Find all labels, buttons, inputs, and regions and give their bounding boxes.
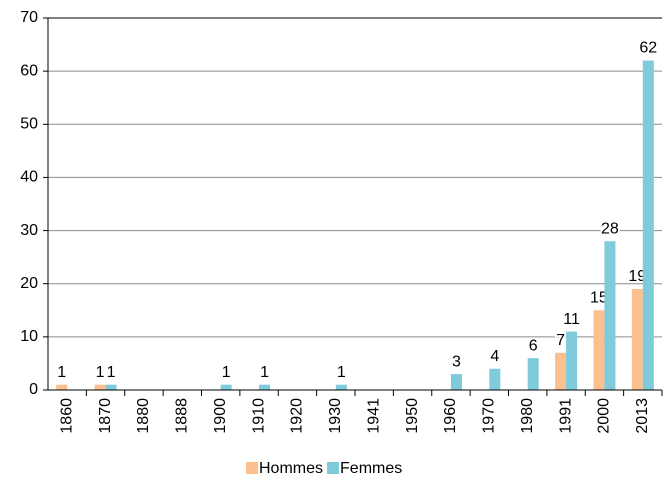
x-tick-label: 1860: [58, 398, 75, 434]
bar: [56, 384, 68, 390]
y-tick-label: 0: [29, 381, 38, 398]
legend-swatch: [246, 462, 258, 474]
data-label: 7: [556, 332, 565, 349]
y-tick-label: 70: [20, 9, 38, 26]
data-label: 1: [107, 364, 116, 381]
bar: [593, 310, 605, 390]
x-tick-label: 1960: [442, 398, 459, 434]
data-label: 11: [563, 311, 580, 328]
bar: [94, 384, 106, 390]
x-tick-label: 1991: [557, 398, 574, 434]
legend-label: Hommes: [259, 460, 323, 477]
bar: [220, 384, 232, 390]
x-tick-label: 1950: [404, 398, 421, 434]
bar: [105, 384, 117, 390]
data-label: 1: [337, 364, 346, 381]
bar: [259, 384, 271, 390]
bar: [489, 368, 501, 390]
data-label: 1: [222, 364, 231, 381]
y-tick-label: 30: [20, 222, 38, 239]
y-tick-label: 50: [20, 116, 38, 133]
x-tick-label: 2000: [596, 398, 613, 434]
x-tick-label: 1980: [519, 398, 536, 434]
y-tick-label: 20: [20, 275, 38, 292]
x-tick-label: 1920: [289, 398, 306, 434]
data-label: 4: [490, 348, 499, 365]
y-tick-label: 10: [20, 328, 38, 345]
x-tick-label: 1930: [327, 398, 344, 434]
bar: [450, 374, 462, 390]
x-tick-label: 1900: [212, 398, 229, 434]
bar: [604, 241, 616, 390]
data-label: 1: [260, 364, 269, 381]
x-tick-label: 1941: [365, 398, 382, 434]
data-label: 3: [452, 353, 461, 370]
y-tick-label: 60: [20, 62, 38, 79]
legend-swatch: [327, 462, 340, 474]
data-label: 6: [529, 337, 538, 354]
x-tick-label: 1880: [135, 398, 152, 434]
x-tick-label: 1970: [481, 398, 498, 434]
x-tick-label: 1888: [174, 398, 191, 434]
data-label: 1: [96, 364, 105, 381]
legend-label: Femmes: [340, 460, 402, 477]
y-tick-label: 40: [20, 169, 38, 186]
bar: [566, 331, 578, 390]
bar: [527, 358, 539, 390]
x-tick-label: 1910: [250, 398, 267, 434]
data-label: 1: [57, 364, 66, 381]
bar: [642, 60, 654, 391]
bar: [631, 289, 643, 390]
data-label: 62: [639, 40, 657, 57]
bar: [555, 352, 567, 390]
data-label: 28: [601, 220, 619, 237]
x-tick-label: 2013: [634, 398, 651, 434]
x-tick-label: 1870: [97, 398, 114, 434]
bar: [335, 384, 347, 390]
